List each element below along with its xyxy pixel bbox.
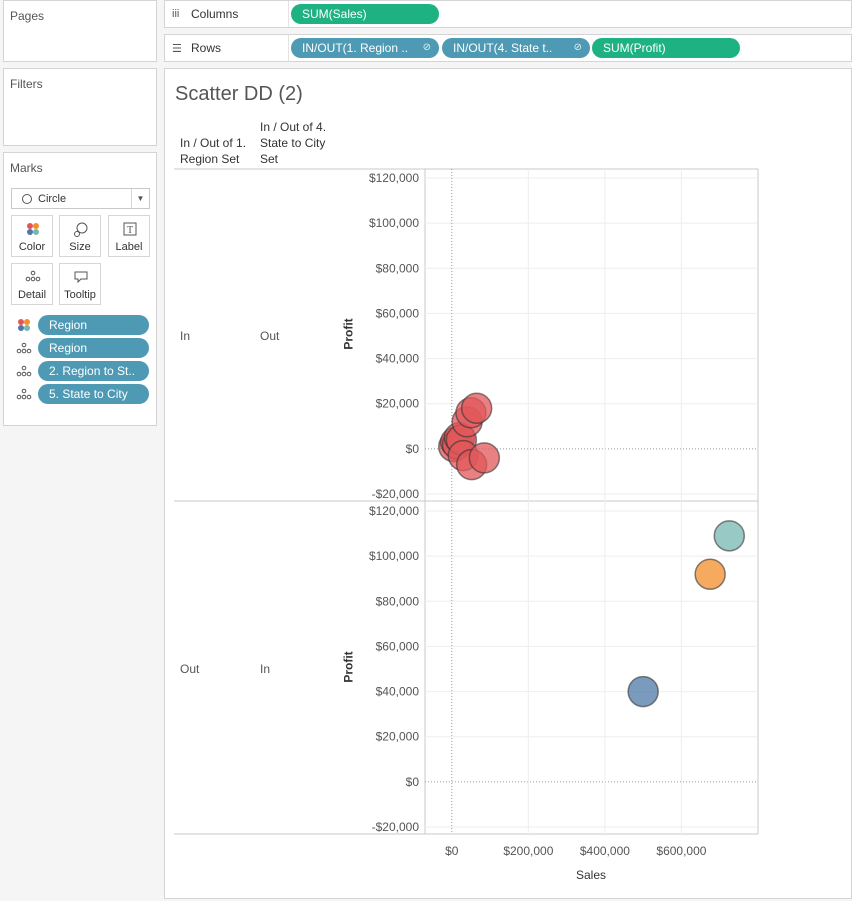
columns-shelf-label: iii Columns (165, 1, 289, 27)
color-dots-icon (18, 319, 30, 331)
x-tick-label: $200,000 (503, 844, 553, 858)
filters-title: Filters (10, 77, 43, 91)
columns-icon: iii (172, 8, 180, 20)
color-button[interactable]: Color (11, 215, 53, 257)
y-tick-label: $40,000 (376, 352, 420, 366)
size-button[interactable]: Size (59, 215, 101, 257)
detail-dots-icon (16, 342, 32, 354)
y-tick-label: $40,000 (376, 685, 420, 699)
tooltip-icon (74, 271, 88, 284)
field-pill[interactable]: Region (38, 338, 149, 358)
scatter-chart: -$20,000 $0 $20,000 $40,000 $60,000 $80,000 $1… (174, 168, 759, 882)
y-tick-label: $20,000 (376, 397, 420, 411)
x-tick-label: $400,000 (580, 844, 630, 858)
marks-title: Marks (10, 161, 43, 175)
y-tick-label: $120,000 (369, 504, 419, 518)
data-point (627, 675, 659, 708)
pane1-h2: Out (260, 329, 280, 343)
data-point (460, 392, 493, 424)
x-tick-label: $0 (445, 844, 459, 858)
columns-label: Columns (191, 7, 239, 21)
y-tick-label: $100,000 (369, 216, 419, 230)
filters-card[interactable]: Filters (3, 68, 157, 146)
y-tick-label: $0 (406, 442, 420, 456)
data-point (713, 520, 746, 552)
y-tick-label: $80,000 (376, 594, 420, 608)
data-point (468, 442, 501, 474)
field-pill[interactable]: Region (38, 315, 149, 335)
y-tick-label: $80,000 (376, 261, 420, 275)
label-button[interactable]: T Label (108, 215, 150, 257)
label-button-label: Label (115, 241, 143, 253)
pane1-h1: In (180, 329, 191, 343)
header-region-set: In / Out of 1. Region Set (180, 136, 247, 166)
y-tick-label: -$20,000 (372, 487, 420, 501)
tooltip-button[interactable]: Tooltip (59, 263, 101, 305)
pages-title: Pages (10, 9, 45, 23)
pane2-h1: Out (180, 662, 200, 676)
detail-dots-icon (25, 270, 41, 282)
circle-mark-icon (22, 193, 32, 204)
mark-type-label: Circle (38, 192, 67, 205)
detail-dots-icon (16, 388, 32, 400)
detail-button-label: Detail (17, 289, 47, 301)
viz-container: Scatter DD (2) In / Out of 1. Region Set… (164, 68, 852, 899)
field-pill[interactable]: 2. Region to St.. (38, 361, 149, 381)
pill-text: IN/OUT(1. Region .. (302, 41, 409, 55)
set-link-icon: ⊘ (422, 42, 431, 53)
size-button-label: Size (69, 241, 91, 253)
color-dots-icon (27, 223, 39, 235)
tooltip-button-label: Tooltip (64, 289, 96, 301)
y-tick-label: $0 (406, 775, 420, 789)
pane2-h2: In (260, 662, 271, 676)
x-axis-title: Sales (576, 868, 606, 882)
pill-text: IN/OUT(4. State t.. (453, 41, 553, 55)
rows-pill-sum-profit[interactable]: SUM(Profit) (592, 38, 740, 58)
columns-shelf[interactable]: iii Columns SUM(Sales) (164, 0, 852, 28)
rows-shelf[interactable]: ☰ Rows IN/OUT(1. Region .. ⊘ IN/OUT(4. S… (164, 34, 852, 62)
field-pill[interactable]: 5. State to City (38, 384, 149, 404)
marks-card: Marks Circle ▼ Color Size T Label Detail (3, 152, 157, 426)
rows-icon: ☰ (172, 42, 182, 55)
svg-text:T: T (127, 225, 133, 236)
y-tick-label: $60,000 (376, 639, 420, 653)
detail-dots-icon (16, 365, 32, 377)
detail-button[interactable]: Detail (11, 263, 53, 305)
text-label-icon: T (123, 222, 137, 236)
pages-card[interactable]: Pages (3, 0, 157, 62)
rows-pill-inout-state[interactable]: IN/OUT(4. State t.. ⊘ (442, 38, 590, 58)
y-tick-label: $120,000 (369, 171, 419, 185)
y-tick-label: $60,000 (376, 306, 420, 320)
columns-pill-sum-sales[interactable]: SUM(Sales) (291, 4, 439, 24)
y-tick-label: $100,000 (369, 549, 419, 563)
set-link-icon: ⊘ (573, 42, 582, 53)
rows-shelf-label: ☰ Rows (165, 35, 289, 61)
rows-pill-inout-region[interactable]: IN/OUT(1. Region .. ⊘ (291, 38, 439, 58)
rows-label: Rows (191, 41, 222, 55)
y-tick-label: -$20,000 (372, 820, 420, 834)
size-icon (74, 222, 88, 237)
y-tick-label: $20,000 (376, 730, 420, 744)
color-button-label: Color (18, 241, 46, 253)
viz-title: Scatter DD (2) (175, 83, 303, 105)
header-state-city-set: In / Out of 4. State to City Set (260, 120, 327, 166)
x-tick-label: $600,000 (656, 844, 706, 858)
chevron-down-icon: ▼ (131, 189, 149, 208)
data-point (694, 558, 726, 590)
mark-type-dropdown[interactable]: Circle ▼ (11, 188, 150, 209)
